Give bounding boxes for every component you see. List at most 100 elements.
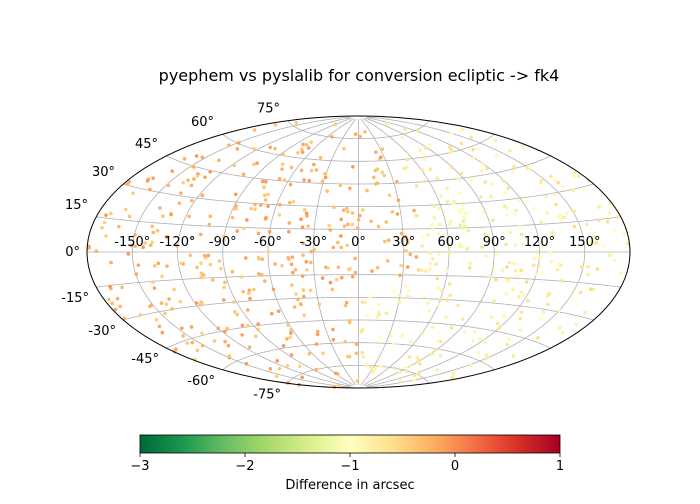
- data-point: [235, 229, 240, 233]
- data-point: [113, 307, 118, 312]
- data-point: [408, 252, 413, 257]
- colorbar-tick-label: −2: [235, 459, 254, 474]
- data-point: [427, 251, 432, 256]
- data-point: [290, 270, 295, 275]
- data-point: [438, 222, 442, 227]
- data-point: [507, 337, 511, 341]
- data-point: [206, 253, 211, 258]
- parallel-line: [166, 155, 551, 185]
- data-point: [392, 342, 396, 346]
- data-point: [393, 366, 397, 371]
- chart-title: pyephem vs pyslalib for conversion eclip…: [159, 66, 560, 85]
- data-point: [223, 339, 227, 344]
- data-point: [247, 345, 252, 350]
- data-point: [447, 222, 452, 227]
- data-point: [424, 269, 428, 273]
- parallel-line: [123, 183, 594, 208]
- data-point: [344, 206, 349, 211]
- data-point: [154, 317, 159, 322]
- data-point: [346, 222, 350, 227]
- data-point: [435, 368, 440, 372]
- data-point: [513, 269, 518, 273]
- data-point: [511, 287, 515, 292]
- longitude-tick-label: -90°: [209, 235, 237, 250]
- data-point: [420, 331, 424, 336]
- data-point: [507, 260, 512, 265]
- data-point: [460, 207, 464, 211]
- data-point: [500, 268, 505, 273]
- data-point: [556, 180, 561, 185]
- data-point: [274, 374, 279, 379]
- data-point: [300, 274, 305, 278]
- data-point: [361, 354, 365, 359]
- data-point: [421, 294, 426, 299]
- data-point: [586, 178, 591, 183]
- data-point: [619, 271, 623, 275]
- data-point: [164, 235, 169, 239]
- data-point: [452, 371, 456, 376]
- data-point: [607, 253, 612, 258]
- data-point: [428, 143, 432, 147]
- data-point: [325, 189, 329, 193]
- data-point: [275, 359, 280, 363]
- data-point: [433, 348, 438, 352]
- data-point: [504, 292, 508, 296]
- colorbar-tick-label: −1: [340, 459, 359, 474]
- data-point: [289, 353, 294, 357]
- data-point: [385, 259, 390, 263]
- data-point: [317, 302, 322, 307]
- data-point: [412, 208, 416, 213]
- data-point: [493, 138, 498, 143]
- data-point: [300, 375, 304, 380]
- data-point: [483, 341, 488, 345]
- data-point: [350, 222, 355, 227]
- data-point: [511, 354, 516, 358]
- data-point: [475, 147, 480, 152]
- data-point: [569, 296, 574, 300]
- data-point: [414, 213, 419, 218]
- data-point: [200, 331, 204, 335]
- data-point: [407, 355, 412, 359]
- data-point: [376, 310, 381, 315]
- data-point: [336, 240, 340, 245]
- data-point: [318, 155, 323, 160]
- data-point: [608, 201, 612, 206]
- data-point: [185, 341, 190, 345]
- data-point: [383, 239, 387, 244]
- data-point: [232, 309, 237, 314]
- data-point: [278, 202, 282, 207]
- data-point: [353, 270, 358, 275]
- data-point: [436, 231, 441, 236]
- data-point: [392, 289, 396, 294]
- data-point: [346, 209, 350, 214]
- data-point: [304, 142, 309, 147]
- data-point: [553, 178, 557, 183]
- data-point: [300, 147, 304, 152]
- data-point: [217, 259, 222, 263]
- data-point: [382, 173, 387, 178]
- data-point: [200, 155, 205, 160]
- data-point: [469, 135, 473, 140]
- data-point: [118, 304, 123, 309]
- data-point: [389, 333, 393, 338]
- data-point: [571, 174, 576, 178]
- data-point: [260, 179, 265, 184]
- data-point: [287, 200, 292, 205]
- data-point: [462, 216, 467, 220]
- data-point: [459, 141, 464, 146]
- data-point: [294, 292, 298, 296]
- data-point: [519, 232, 524, 237]
- data-point: [408, 363, 413, 368]
- data-point: [167, 297, 171, 301]
- data-point: [432, 216, 437, 220]
- data-point: [435, 276, 440, 281]
- data-point: [519, 290, 524, 295]
- data-point: [485, 356, 489, 360]
- data-point: [136, 263, 141, 267]
- data-point: [462, 224, 467, 229]
- data-point: [520, 143, 525, 148]
- data-point: [262, 193, 267, 198]
- data-point: [304, 268, 309, 272]
- data-point: [544, 194, 549, 199]
- data-point: [444, 315, 448, 319]
